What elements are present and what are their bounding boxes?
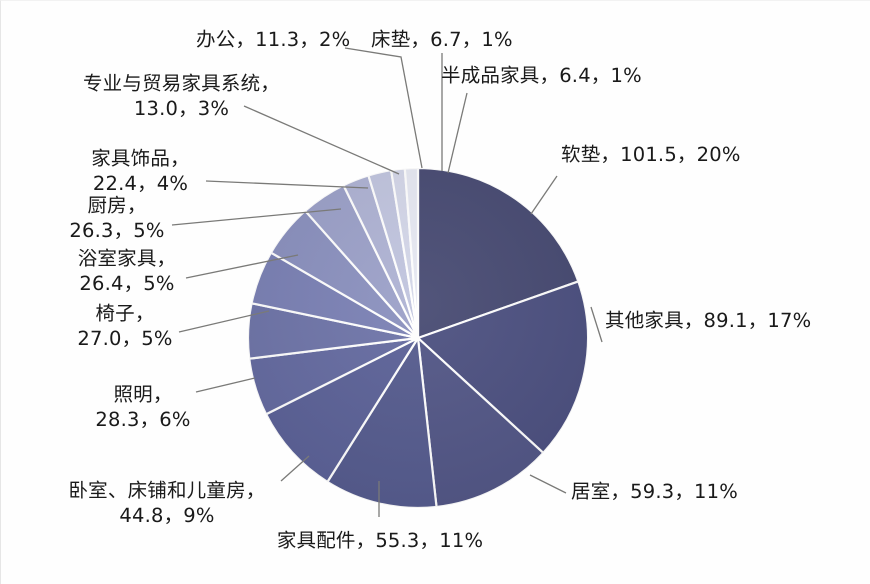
label-lighting: 照明， 28.3，6% bbox=[85, 382, 201, 432]
label-upholstery: 软垫，101.5，20% bbox=[561, 143, 741, 166]
leader-line-chairs bbox=[178, 310, 270, 333]
label-bedroom: 卧室、床铺和儿童房， 44.8，9% bbox=[41, 478, 293, 528]
leader-line-office bbox=[344, 47, 423, 169]
leader-line-livingroom bbox=[529, 474, 567, 494]
label-kitchen-line2: 26.3，5% bbox=[69, 219, 165, 242]
label-furniture-decor-line2: 22.4，4% bbox=[92, 172, 189, 195]
label-kitchen: 厨房， 26.3，5% bbox=[59, 193, 175, 243]
label-other-furniture: 其他家具，89.1，17% bbox=[605, 309, 812, 332]
label-mattress: 床垫，6.7，1% bbox=[371, 28, 513, 51]
label-chairs: 椅子， 27.0，5% bbox=[67, 301, 183, 351]
label-furniture-decor: 家具饰品， 22.4，4% bbox=[73, 146, 208, 196]
label-office: 办公，11.3，2% bbox=[196, 28, 351, 51]
label-lighting-line1: 照明， bbox=[113, 383, 173, 406]
label-bedroom-line1: 卧室、床铺和儿童房， bbox=[68, 479, 266, 502]
leader-line-semi bbox=[447, 92, 468, 174]
label-trade-system-line2: 13.0，3% bbox=[133, 97, 230, 120]
label-furniture-decor-line1: 家具饰品， bbox=[91, 147, 190, 170]
label-kitchen-line1: 厨房， bbox=[87, 194, 147, 217]
label-lighting-line2: 28.3，6% bbox=[95, 408, 191, 431]
leader-lines-group bbox=[171, 47, 603, 517]
label-bathroom: 浴室家具， 26.4，5% bbox=[64, 246, 190, 296]
label-semi-finished: 半成品家具，6.4，1% bbox=[441, 64, 642, 87]
label-trade-system: 专业与贸易家具系统， 13.0，3% bbox=[49, 71, 314, 121]
leader-line-other bbox=[590, 306, 603, 343]
leader-line-decor bbox=[205, 180, 369, 189]
label-chairs-line1: 椅子， bbox=[95, 302, 155, 325]
leader-line-kitchen bbox=[171, 208, 342, 226]
pie-slices-group bbox=[246, 166, 590, 510]
leader-line-lighting bbox=[195, 377, 256, 393]
leader-line-trade bbox=[243, 105, 400, 175]
leader-line-upholstery bbox=[530, 175, 558, 215]
leader-line-bathroom bbox=[185, 254, 299, 279]
label-bathroom-line1: 浴室家具， bbox=[77, 247, 177, 270]
label-bathroom-line2: 26.4，5% bbox=[79, 272, 175, 295]
label-trade-system-line1: 专业与贸易家具系统， bbox=[82, 72, 280, 95]
label-bedroom-line2: 44.8，9% bbox=[119, 504, 215, 527]
label-chairs-line2: 27.0，5% bbox=[77, 327, 173, 350]
leader-line-bedroom bbox=[280, 455, 310, 482]
label-living-room: 居室，59.3，11% bbox=[571, 480, 738, 503]
label-furniture-parts: 家具配件，55.3，11% bbox=[276, 529, 484, 552]
